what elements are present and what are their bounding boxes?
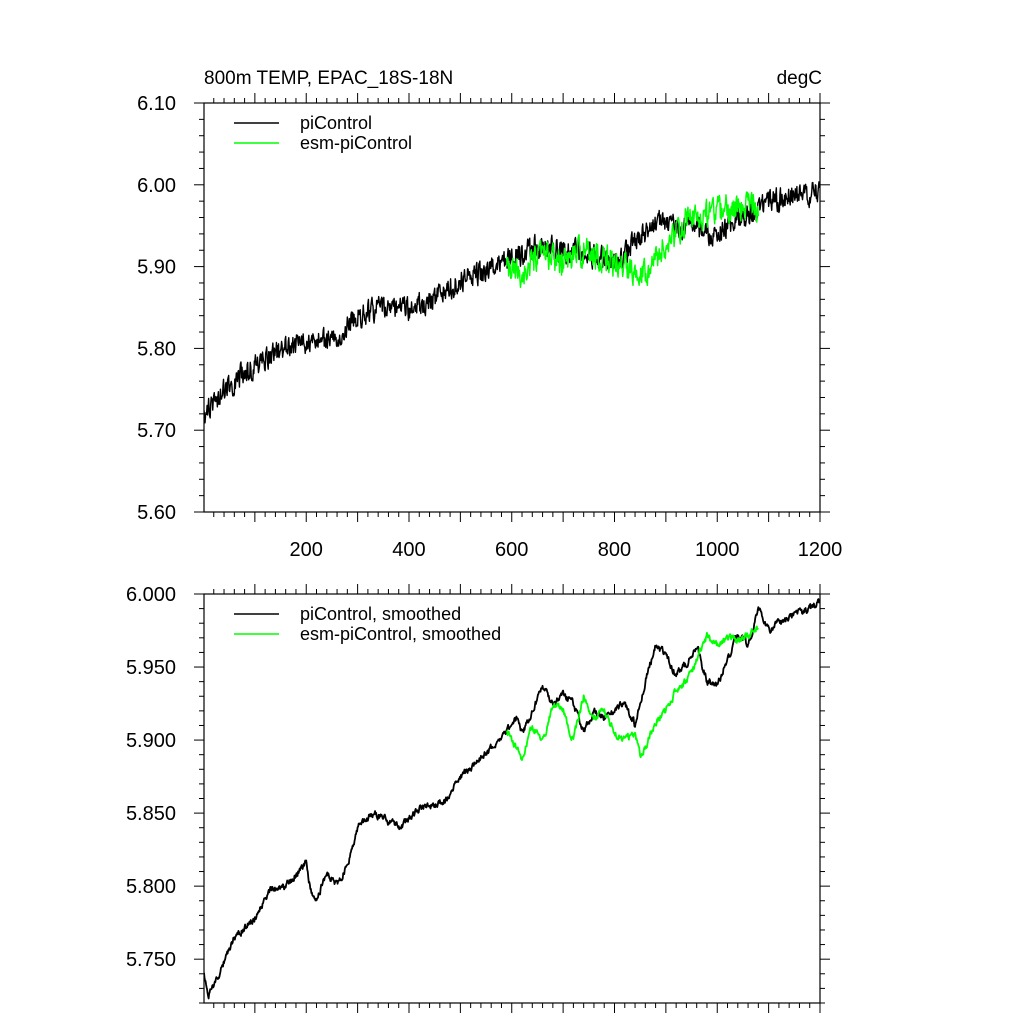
legend-label: esm-piControl <box>300 133 412 153</box>
legend-label: esm-piControl, smoothed <box>300 624 501 644</box>
bottom-panel: 5.750 5.800 5.850 5.900 5.950 6.000 piControl,… <box>126 584 830 1013</box>
y-tick-label: 5.80 <box>137 338 176 360</box>
x-tick-label: 1000 <box>695 539 740 561</box>
y-tick-label: 5.750 <box>126 949 176 971</box>
legend-label: piControl, smoothed <box>300 604 461 624</box>
x-tick-label: 800 <box>598 539 631 561</box>
x-tick-label: 200 <box>290 539 323 561</box>
series-group <box>204 181 820 424</box>
x-axis-ticks: 200 400 600 800 1000 1200 <box>213 93 843 561</box>
top-panel: 800m TEMP, EPAC_18S-18N degC 200 400 600 80… <box>137 68 842 561</box>
plot-frame <box>203 102 821 513</box>
series-line-picontrol <box>204 181 820 424</box>
y-tick-label: 5.900 <box>126 730 176 752</box>
y-tick-label: 6.000 <box>126 584 176 606</box>
x-axis-ticks <box>213 584 821 1013</box>
y-tick-label: 5.90 <box>137 257 176 279</box>
y-tick-label: 5.60 <box>137 502 176 524</box>
y-axis-ticks: 5.750 5.800 5.850 5.900 5.950 6.000 <box>126 584 830 1004</box>
x-tick-label: 1200 <box>798 539 843 561</box>
series-line-esm-picontrol <box>505 191 760 289</box>
x-tick-label: 600 <box>495 539 528 561</box>
x-tick-label: 400 <box>392 539 425 561</box>
series-line-esm-picontrol <box>505 625 759 761</box>
y-tick-label: 5.70 <box>137 420 176 442</box>
series-line-picontrol <box>204 598 820 1000</box>
top-panel-units: degC <box>777 68 822 89</box>
top-panel-title: 800m TEMP, EPAC_18S-18N <box>204 68 453 89</box>
y-tick-label: 6.10 <box>137 93 176 115</box>
legend-label: piControl <box>300 113 372 133</box>
series-group <box>204 598 820 1000</box>
y-tick-label: 6.00 <box>137 175 176 197</box>
y-axis-ticks: 5.60 5.70 5.80 5.90 6.00 6.10 <box>137 93 830 524</box>
y-tick-label: 5.950 <box>126 657 176 679</box>
y-tick-label: 5.850 <box>126 803 176 825</box>
y-tick-label: 5.800 <box>126 876 176 898</box>
